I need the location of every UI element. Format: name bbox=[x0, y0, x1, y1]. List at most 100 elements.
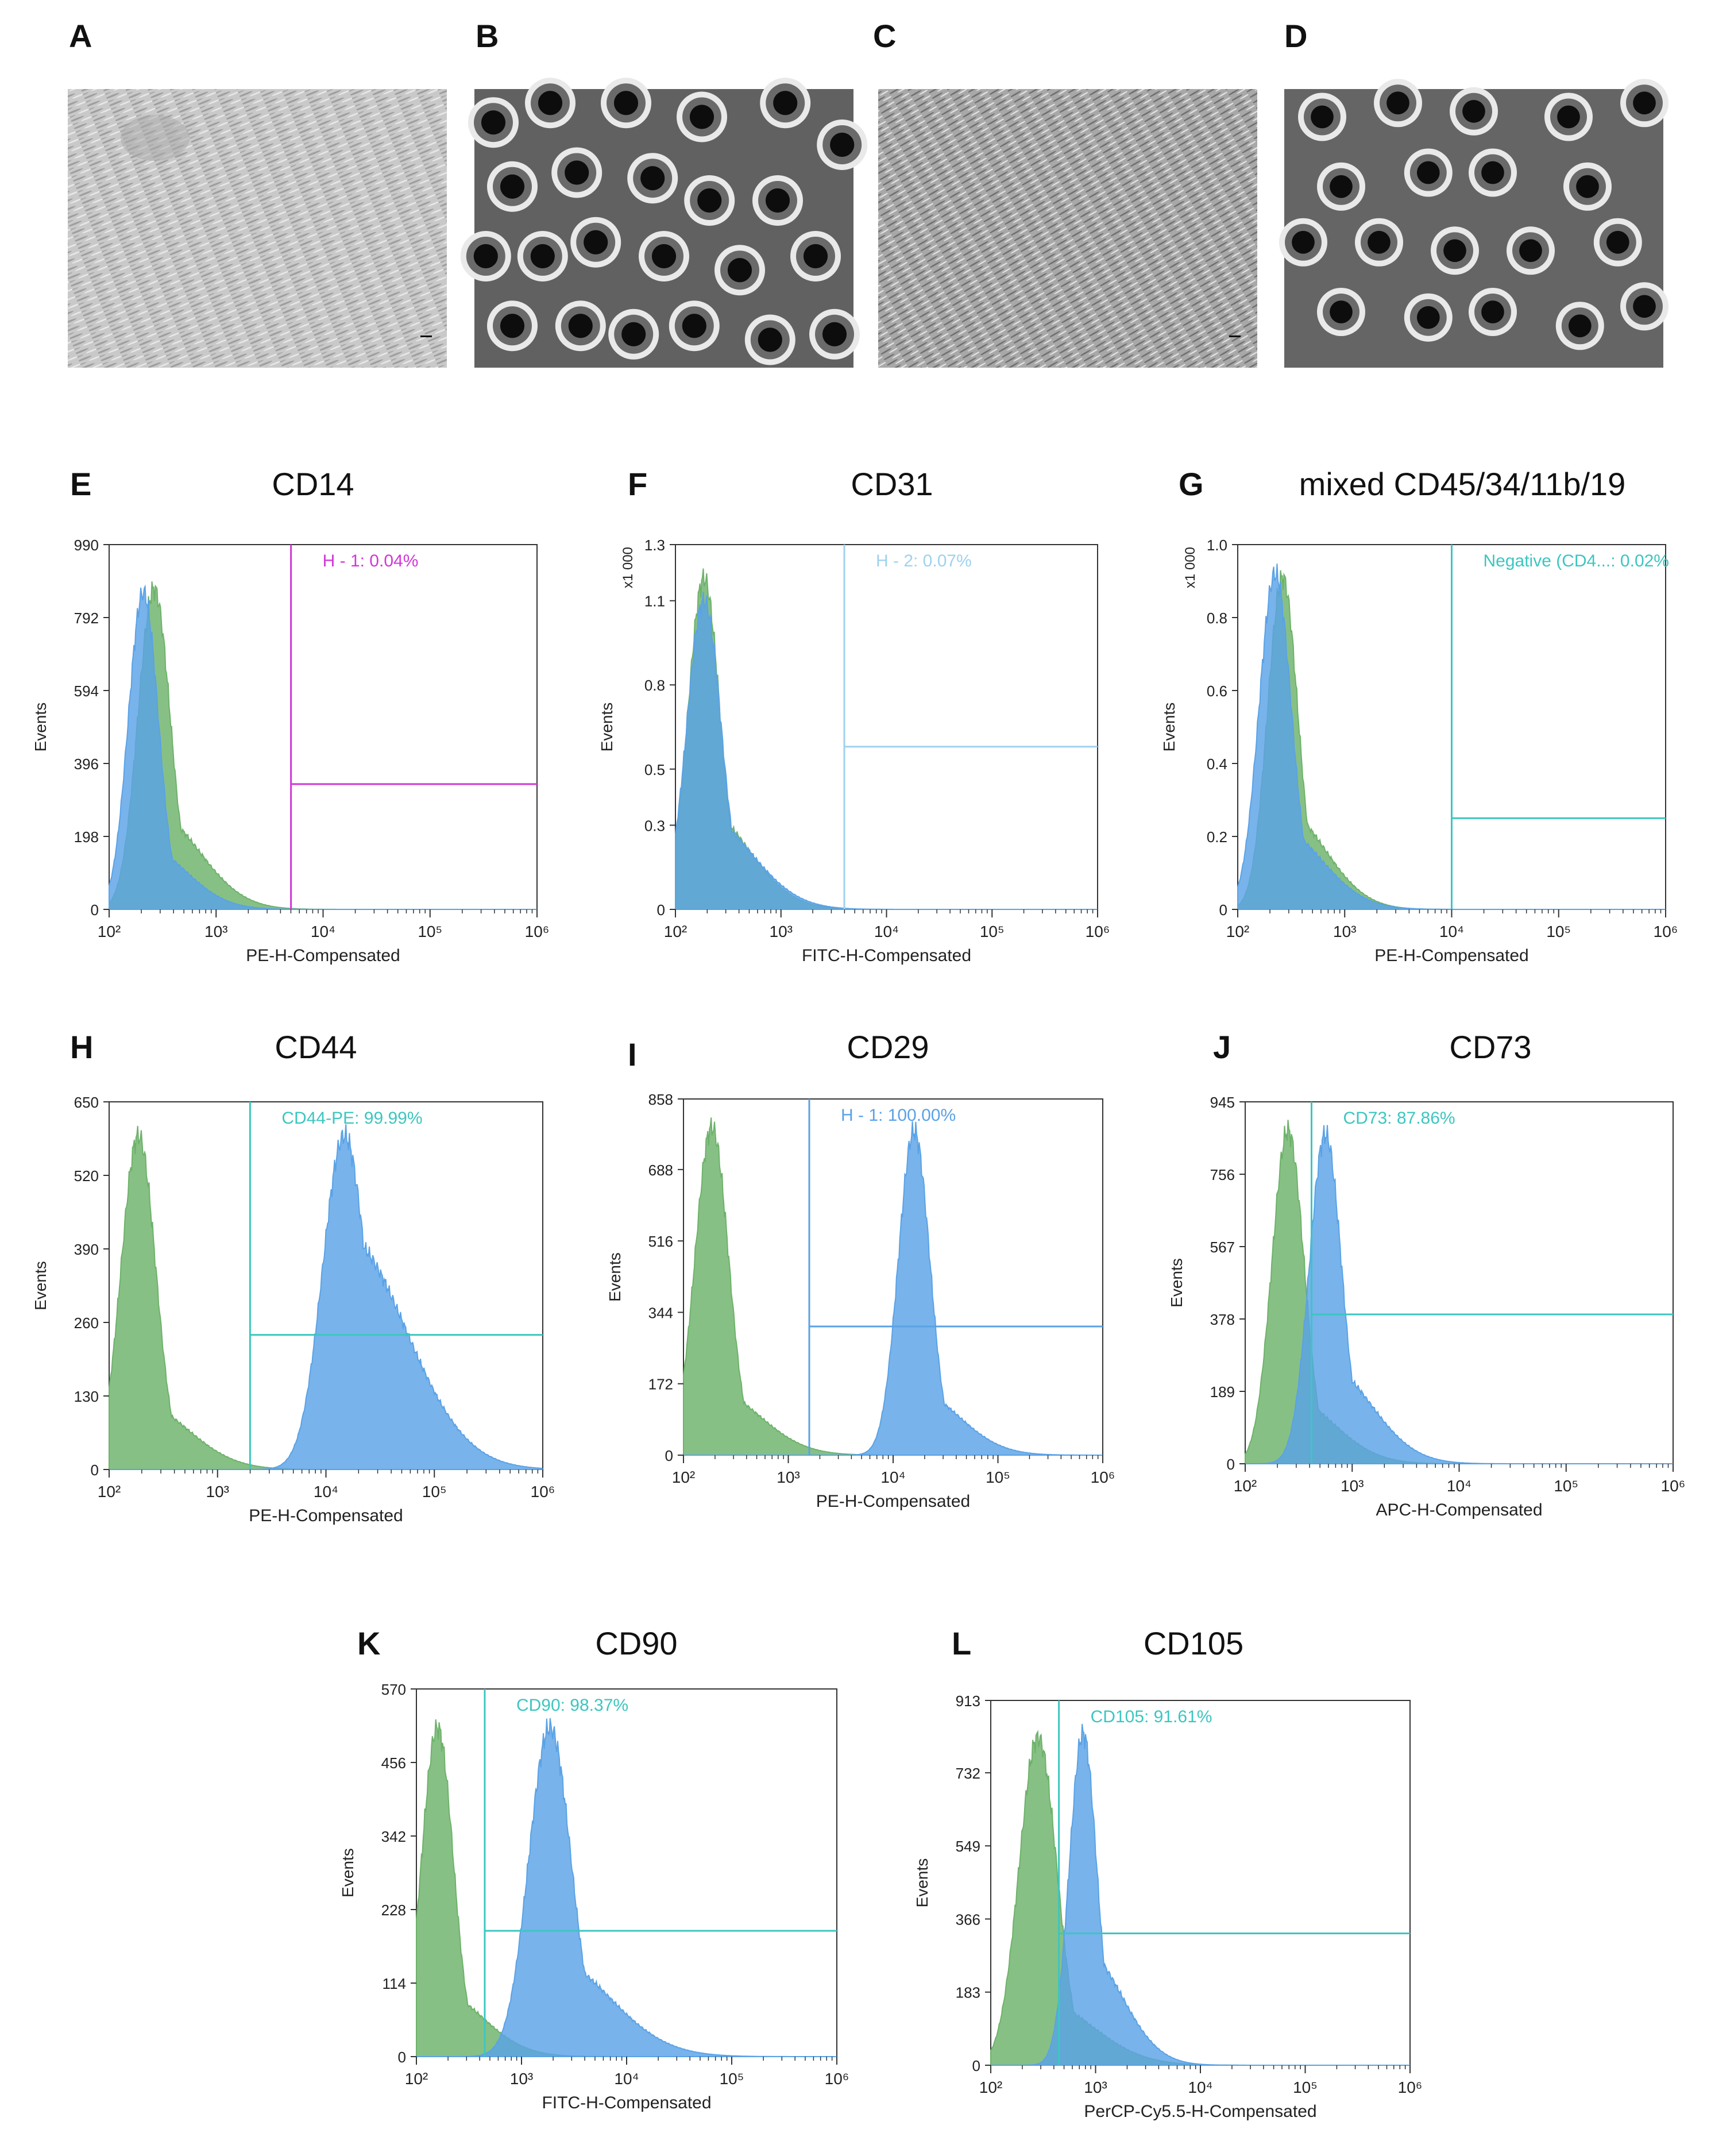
well-hole bbox=[468, 97, 519, 148]
y-tick-label: 0.8 bbox=[644, 677, 665, 694]
well-hole bbox=[517, 231, 568, 281]
y-tick-label: 378 bbox=[1210, 1311, 1235, 1328]
series-area-CD29 bbox=[683, 1121, 1103, 1456]
y-tick-label: 516 bbox=[648, 1233, 673, 1250]
x-tick-label: 10⁴ bbox=[1447, 1477, 1471, 1495]
y-tick-label: 183 bbox=[956, 1984, 980, 2001]
y-tick-label: 756 bbox=[1210, 1166, 1235, 1183]
y-tick-label: 390 bbox=[74, 1241, 99, 1258]
series-area-CD44 bbox=[109, 1124, 544, 1470]
well-hole bbox=[487, 161, 538, 212]
y-tick-label: 0 bbox=[91, 1461, 99, 1479]
y-tick-label: 913 bbox=[956, 1692, 980, 1710]
x-axis-label: FITC-H-Compensated bbox=[542, 2093, 711, 2112]
x-tick-label: 10² bbox=[672, 1468, 695, 1486]
y-axis-label: Events bbox=[32, 703, 49, 752]
well-hole bbox=[555, 300, 606, 352]
x-tick-label: 10² bbox=[98, 923, 121, 940]
series-area-CD90 bbox=[416, 1718, 837, 2057]
y-tick-label: 732 bbox=[956, 1765, 980, 1782]
y-tick-label: 0 bbox=[972, 2057, 980, 2074]
y-axis-label: Events bbox=[598, 703, 616, 752]
histogram-L: CD105: 91.61% 0 183 366 549 732 913 10² 10³ 10⁴ 10… bbox=[913, 1692, 1422, 2121]
x-axis-label: FITC-H-Compensated bbox=[802, 946, 971, 965]
x-tick-label: 10⁴ bbox=[314, 1483, 338, 1501]
well-hole bbox=[684, 175, 735, 226]
x-tick-label: 10⁴ bbox=[311, 923, 335, 940]
y-tick-label: 114 bbox=[383, 1975, 406, 1992]
photo-b-wells bbox=[460, 78, 868, 368]
well-hole bbox=[809, 308, 860, 360]
x-tick-label: 10⁵ bbox=[1293, 2078, 1318, 2096]
x-tick-label: 10⁶ bbox=[1654, 923, 1678, 940]
well-hole bbox=[551, 147, 602, 198]
y-tick-label: 549 bbox=[956, 1838, 980, 1855]
y-tick-label: 1.3 bbox=[644, 537, 665, 554]
y-tick-label: 570 bbox=[381, 1681, 406, 1698]
x-tick-label: 10⁶ bbox=[1398, 2078, 1423, 2096]
gate-label: H - 1: 0.04% bbox=[323, 551, 419, 570]
x-tick-label: 10⁶ bbox=[825, 2070, 849, 2088]
y-tick-label: 792 bbox=[74, 610, 99, 627]
x-tick-label: 10⁵ bbox=[1554, 1477, 1578, 1495]
x-tick-label: 10² bbox=[664, 923, 687, 940]
y-tick-label: 567 bbox=[1210, 1239, 1235, 1256]
y-unit-label: x1 000 bbox=[1183, 547, 1198, 588]
y-tick-label: 130 bbox=[74, 1388, 99, 1405]
well-hole bbox=[1544, 92, 1593, 141]
chart-title-I: CD29 bbox=[847, 1029, 929, 1065]
x-tick-label: 10³ bbox=[777, 1468, 800, 1486]
x-tick-label: 10⁵ bbox=[1546, 923, 1571, 940]
x-tick-label: 10³ bbox=[770, 923, 793, 940]
well-hole bbox=[1279, 218, 1327, 267]
well-hole bbox=[608, 308, 659, 360]
well-hole bbox=[669, 300, 720, 352]
well-hole bbox=[1469, 148, 1517, 197]
histogram-E: H - 1: 0.04% 0 198 396 594 792 990 10² 10³ 10⁴ 10⁵… bbox=[32, 537, 549, 965]
well-hole bbox=[790, 231, 841, 281]
series-area-CD31 bbox=[675, 591, 1098, 910]
well-hole bbox=[639, 231, 689, 281]
photo-a-cells bbox=[68, 89, 447, 368]
x-tick-label: 10⁶ bbox=[525, 923, 550, 940]
y-tick-label: 172 bbox=[648, 1376, 673, 1393]
x-tick-label: 10³ bbox=[1341, 1477, 1364, 1495]
histogram-J: CD73: 87.86% 0 189 378 567 756 945 10² 10³ 10⁴ 10⁵… bbox=[1168, 1094, 1685, 1519]
x-axis-label: PE-H-Compensated bbox=[249, 1506, 403, 1525]
well-hole bbox=[525, 78, 576, 129]
y-tick-label: 0.6 bbox=[1207, 682, 1227, 700]
well-hole bbox=[677, 91, 727, 142]
well-hole bbox=[1450, 87, 1498, 136]
x-tick-label: 10³ bbox=[1084, 2078, 1107, 2096]
x-tick-label: 10³ bbox=[510, 2070, 533, 2088]
x-tick-label: 10³ bbox=[1333, 923, 1356, 940]
x-tick-label: 10³ bbox=[206, 1483, 229, 1501]
y-tick-label: 945 bbox=[1210, 1094, 1235, 1111]
y-tick-label: 0 bbox=[657, 901, 665, 919]
panel-letter-A: A bbox=[69, 18, 92, 54]
x-axis-label: PE-H-Compensated bbox=[816, 1492, 970, 1511]
gate-label: Negative (CD4...: 0.02% bbox=[1484, 551, 1669, 570]
chart-title-F: CD31 bbox=[851, 466, 933, 502]
photo-d-wells bbox=[1279, 79, 1668, 368]
panel-letter-J: J bbox=[1213, 1029, 1231, 1065]
x-tick-label: 10⁵ bbox=[418, 923, 442, 940]
y-axis-label: Events bbox=[339, 1848, 357, 1897]
x-tick-label: 10⁴ bbox=[874, 923, 899, 940]
panel-letter-B: B bbox=[476, 18, 499, 54]
chart-title-G: mixed CD45/34/11b/19 bbox=[1299, 466, 1626, 502]
y-tick-label: 520 bbox=[74, 1167, 99, 1185]
well-hole bbox=[487, 300, 538, 352]
x-tick-label: 10² bbox=[98, 1483, 121, 1501]
chart-title-H: CD44 bbox=[275, 1029, 357, 1065]
x-tick-label: 10⁶ bbox=[531, 1483, 555, 1501]
gate-label: CD90: 98.37% bbox=[516, 1696, 628, 1715]
x-tick-label: 10² bbox=[979, 2078, 1002, 2096]
y-tick-label: 344 bbox=[648, 1304, 673, 1321]
well-hole bbox=[1404, 293, 1453, 342]
well-hole bbox=[570, 217, 621, 268]
y-tick-label: 456 bbox=[381, 1754, 406, 1772]
x-tick-label: 10² bbox=[1234, 1477, 1257, 1495]
gate-label: H - 2: 0.07% bbox=[876, 551, 972, 570]
well-hole bbox=[1469, 288, 1517, 336]
